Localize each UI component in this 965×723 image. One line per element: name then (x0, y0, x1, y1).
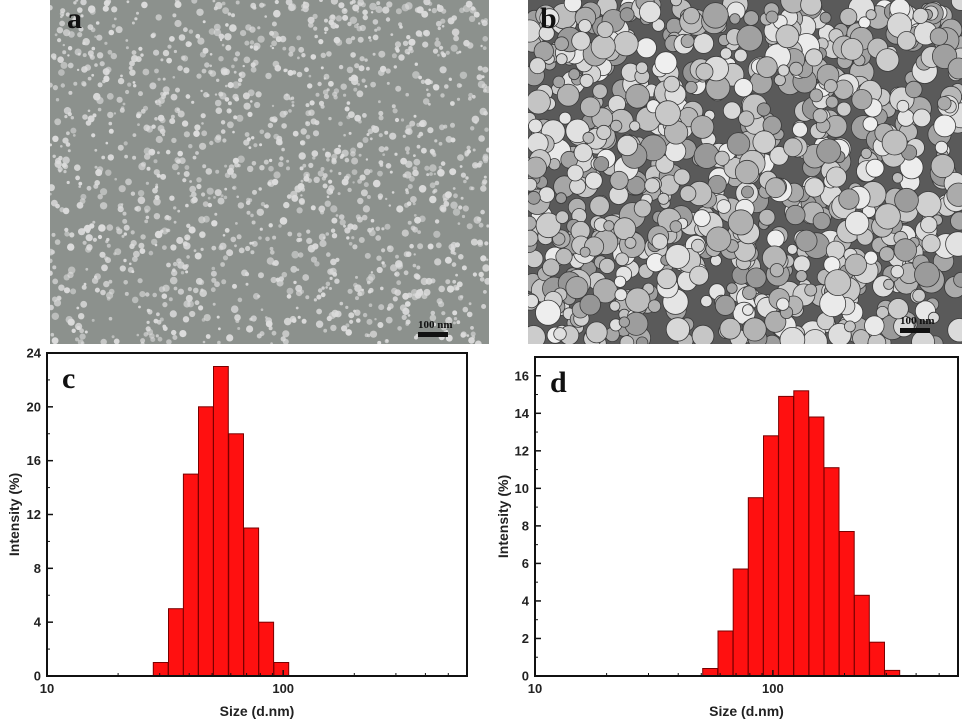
y-tick-label: 8 (34, 561, 41, 576)
scale-bar-label-b: 100 nm (900, 315, 935, 327)
x-tick-label: 100 (762, 681, 784, 696)
sem-micrograph-a (50, 0, 489, 344)
bar (717, 630, 734, 677)
y-tick-label: 10 (515, 481, 529, 496)
chart-d: 0 2 4 6 8 10 12 14 16 10 100 Size (d.nm) Intensity (… (495, 356, 959, 719)
y-tick-label: 12 (515, 443, 529, 458)
bar (869, 641, 885, 677)
sem-b-particles (528, 0, 962, 344)
y-axis-label: Intensity (%) (6, 473, 22, 556)
sem-micrograph-b (528, 0, 962, 344)
y-tick-label: 2 (522, 631, 529, 646)
x-tick-label: 10 (40, 681, 54, 696)
y-axis-label: Intensity (%) (495, 475, 511, 558)
bar (182, 473, 199, 677)
bar (702, 668, 719, 677)
y-tick-label: 16 (515, 368, 529, 383)
x-axis-label: Size (d.nm) (709, 703, 784, 719)
y-tick-label: 16 (27, 453, 41, 468)
y-tick-label: 8 (522, 518, 529, 533)
scale-bar-label-a: 100 nm (418, 319, 453, 331)
bar (228, 433, 244, 677)
bar (273, 662, 290, 677)
y-tick-label: 14 (515, 406, 530, 421)
bar (808, 416, 825, 677)
bar (213, 366, 229, 677)
scale-bar-line-a (418, 332, 448, 337)
y-tick-label: 0 (34, 669, 41, 684)
panel-letter-a: a (67, 2, 82, 35)
bar (152, 662, 169, 677)
bar (838, 531, 855, 677)
y-tick-label: 4 (34, 615, 42, 630)
plot-frame (534, 356, 959, 677)
bar (243, 527, 260, 677)
bar (853, 594, 870, 677)
bar (823, 467, 840, 677)
bar (732, 568, 749, 677)
y-tick-label: 20 (27, 399, 41, 414)
y-tick-label: 12 (27, 507, 41, 522)
y-tick-label: 4 (522, 593, 530, 608)
bar (198, 406, 214, 677)
sem-image-b: b 100 nm (528, 0, 962, 344)
bar (168, 608, 184, 677)
x-axis-label: Size (d.nm) (220, 703, 295, 719)
chart-c: 0 4 8 12 16 20 24 10 100 Size (d.nm) Intensity (%)… (6, 346, 468, 719)
bar (793, 390, 810, 677)
y-tick-label: 6 (522, 556, 529, 571)
bar (778, 395, 794, 677)
x-tick-label: 10 (528, 681, 542, 696)
bar (258, 621, 275, 677)
bar (747, 497, 764, 677)
scale-bar-line-b (900, 328, 930, 333)
sem-image-a: a 100 nm (50, 0, 489, 344)
bar (763, 435, 779, 677)
panel-letter-b: b (540, 2, 557, 35)
y-tick-label: 0 (522, 669, 529, 684)
panel-letter-d: d (550, 366, 567, 399)
x-tick-label: 100 (272, 681, 294, 696)
sem-a-particles (50, 0, 489, 344)
scale-bar-b: 100 nm (900, 316, 935, 333)
scale-bar-a: 100 nm (418, 320, 453, 337)
panel-letter-c: c (62, 362, 75, 395)
y-tick-label: 24 (27, 346, 42, 361)
